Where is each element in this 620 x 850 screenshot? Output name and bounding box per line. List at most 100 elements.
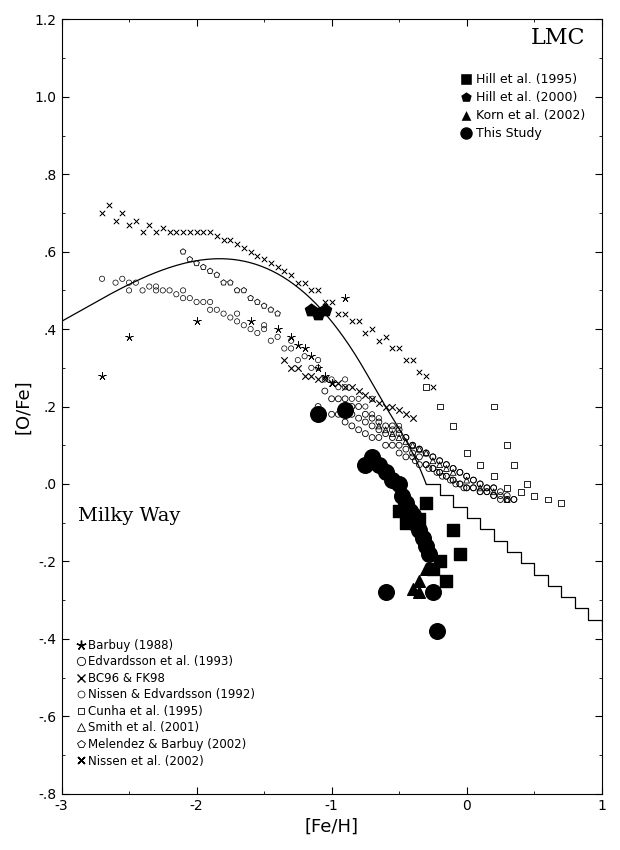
Point [421, 563, 431, 576]
Point [273, 330, 283, 343]
Point [266, 303, 276, 316]
Point [293, 361, 303, 375]
Point [475, 481, 485, 495]
Point [489, 489, 498, 502]
Point [225, 311, 235, 325]
Point [489, 469, 498, 483]
Point [462, 469, 472, 483]
Point [266, 257, 276, 270]
Point [266, 334, 276, 348]
Point [340, 400, 350, 413]
Point [239, 241, 249, 255]
Point [225, 233, 235, 246]
Point [171, 225, 181, 239]
Point [428, 454, 438, 468]
Point [509, 493, 519, 507]
Point [313, 307, 323, 320]
Point [435, 466, 445, 479]
Point [286, 268, 296, 281]
Point [482, 481, 492, 495]
Point [401, 496, 411, 510]
Point [252, 295, 262, 309]
Point [421, 446, 431, 460]
Point [414, 586, 424, 599]
Point [374, 431, 384, 445]
Point [394, 423, 404, 437]
Point [360, 388, 370, 402]
Point [428, 381, 438, 394]
Point [320, 369, 330, 382]
Point [459, 481, 469, 495]
Point [469, 481, 479, 495]
Point [340, 381, 350, 394]
Point [374, 334, 384, 348]
Point [428, 462, 438, 475]
Point [405, 504, 415, 518]
Point [347, 314, 357, 328]
Point [388, 342, 397, 355]
Point [273, 322, 283, 336]
Point [381, 419, 391, 433]
Point [334, 407, 343, 421]
Point [394, 477, 404, 490]
Point [360, 458, 370, 472]
Point [353, 423, 363, 437]
Point [198, 225, 208, 239]
Point [320, 372, 330, 386]
Point [273, 260, 283, 274]
Point [138, 225, 148, 239]
Point [448, 473, 458, 487]
Point [334, 377, 343, 390]
Point [451, 477, 461, 490]
Point [421, 539, 431, 552]
Point [388, 473, 397, 487]
Point [286, 330, 296, 343]
Point [523, 477, 533, 490]
Point [367, 431, 377, 445]
Point [158, 222, 168, 235]
Point [410, 516, 420, 530]
Point [502, 493, 512, 507]
Point [327, 377, 337, 390]
Point [410, 454, 420, 468]
Point [432, 624, 442, 638]
Point [232, 284, 242, 298]
Point [421, 446, 431, 460]
Point [327, 392, 337, 405]
Point [502, 493, 512, 507]
Point [178, 292, 188, 305]
Point [192, 314, 202, 328]
Point [489, 489, 498, 502]
Point [239, 284, 249, 298]
Point [448, 462, 458, 475]
Point [381, 466, 391, 479]
Point [151, 280, 161, 293]
Point [340, 392, 350, 405]
Point [381, 427, 391, 440]
Point [252, 326, 262, 340]
Point [401, 516, 411, 530]
Point [313, 284, 323, 298]
Point [232, 307, 242, 320]
Point [482, 484, 492, 498]
Point [185, 292, 195, 305]
Point [418, 531, 428, 545]
Point [151, 225, 161, 239]
Point [313, 361, 323, 375]
Point [475, 477, 485, 490]
Point [455, 466, 465, 479]
Point [435, 458, 445, 472]
Point [225, 276, 235, 290]
Point [374, 411, 384, 425]
Point [414, 450, 424, 463]
Point [381, 400, 391, 413]
Point [542, 493, 552, 507]
Point [293, 276, 303, 290]
Point [489, 481, 498, 495]
Point [455, 547, 465, 560]
Point [144, 218, 154, 231]
Point [435, 400, 445, 413]
Point [428, 586, 438, 599]
Point [320, 303, 330, 316]
Point [502, 489, 512, 502]
